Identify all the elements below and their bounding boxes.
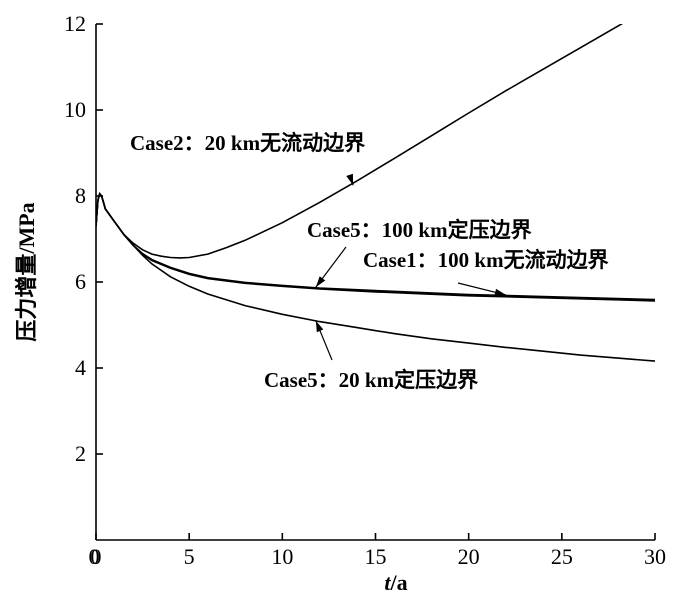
x-axis-title-unit: /a	[390, 570, 408, 595]
y-tick-label: 4	[75, 355, 86, 380]
x-tick-label: 10	[271, 544, 293, 569]
x-tick-label: 20	[458, 544, 480, 569]
y-tick-label: 10	[64, 97, 86, 122]
annotation-case5-100km-arrowhead	[315, 276, 326, 288]
series-group	[96, 24, 655, 362]
annotations-group: Case2：20 km无流动边界 Case5：100 km定压边界 Case1：10…	[130, 131, 609, 392]
x-tick-label: 30	[644, 544, 666, 569]
annotation-case1-label: Case1：100 km无流动边界	[363, 248, 609, 272]
annotation-case2-label: Case2：20 km无流动边界	[130, 131, 365, 155]
x-tick-label: 5	[184, 544, 195, 569]
x-axis-title-italic: t	[384, 570, 391, 595]
x-axis-title: t/a	[384, 570, 407, 595]
x-tick-label: 25	[551, 544, 573, 569]
annotation-case1-arrowhead	[494, 288, 506, 296]
annotation-case5-20km-arrowhead	[315, 320, 324, 333]
origin-label: 0	[89, 544, 100, 569]
x-tick-label: 15	[365, 544, 387, 569]
y-tick-label: 12	[64, 11, 86, 36]
annotation-case5-20km-label: Case5：20 km定压边界	[264, 368, 478, 392]
y-tick-label: 2	[75, 441, 86, 466]
y-axis-title: 压力增量/MPa	[14, 202, 39, 341]
x-tick-label: 0	[91, 544, 102, 569]
y-tick-label: 6	[75, 269, 86, 294]
annotation-case5-100km-label: Case5：100 km定压边界	[307, 218, 532, 242]
y-tick-label: 8	[75, 183, 86, 208]
series-line-case5-20km-const-pressure	[96, 192, 655, 362]
series-line-case1-100km-no-flow	[96, 192, 655, 301]
annotation-case2-arrowhead	[346, 173, 354, 186]
